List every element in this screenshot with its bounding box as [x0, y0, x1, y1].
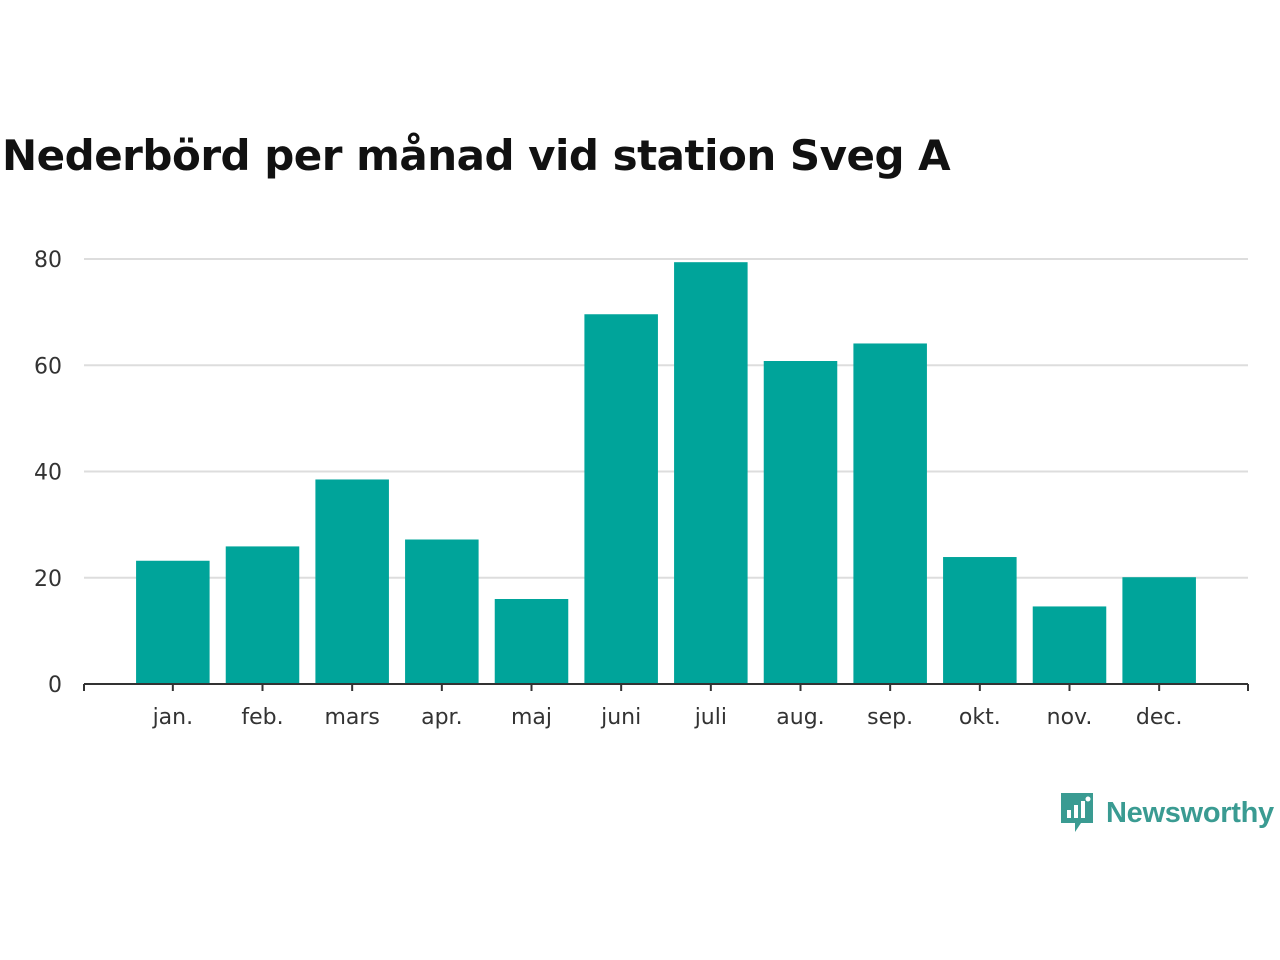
bar: [494, 599, 569, 684]
x-tick-label: sep.: [867, 705, 913, 730]
bars: [136, 262, 1196, 684]
bar: [943, 557, 1017, 684]
x-tick-label: apr.: [421, 705, 462, 730]
brand-name: Newsworthy: [1106, 796, 1274, 829]
bar: [674, 262, 748, 684]
bar: [584, 314, 658, 684]
x-tick-label: aug.: [776, 705, 824, 730]
x-tick-label: okt.: [959, 705, 1001, 730]
newsworthy-brand: Newsworthy: [1058, 790, 1274, 836]
bar: [225, 546, 300, 684]
x-tick-label: feb.: [241, 705, 283, 730]
y-tick-label: 80: [34, 248, 62, 273]
y-tick-label: 40: [34, 461, 62, 486]
bar: [763, 361, 838, 684]
x-tick-label: maj: [511, 705, 552, 730]
y-tick-label: 60: [34, 354, 62, 379]
bar: [1032, 606, 1107, 684]
grid-lines: [84, 258, 1248, 579]
y-tick-labels: 0 20 40 60 80: [34, 248, 62, 698]
x-tick-label: dec.: [1136, 705, 1183, 730]
x-tick-label: nov.: [1047, 705, 1093, 730]
x-tick-label: jan.: [152, 705, 194, 730]
bar: [1122, 577, 1196, 684]
chart-title: Nederbörd per månad vid station Sveg A: [2, 131, 951, 180]
bar: [405, 539, 479, 684]
x-tick-label: mars: [324, 705, 379, 730]
y-tick-label: 0: [48, 673, 62, 698]
x-axis: [83, 683, 1249, 691]
x-tick-label: juni: [600, 705, 641, 730]
x-tick-labels: jan. feb. mars apr. maj juni juli aug. sep. okt. n…: [152, 705, 1183, 730]
newsworthy-logo-icon: [1061, 793, 1093, 832]
bar: [853, 343, 927, 684]
bar: [315, 479, 389, 684]
y-tick-label: 20: [34, 567, 62, 592]
x-tick-label: juli: [694, 705, 727, 730]
bar: [136, 560, 210, 684]
